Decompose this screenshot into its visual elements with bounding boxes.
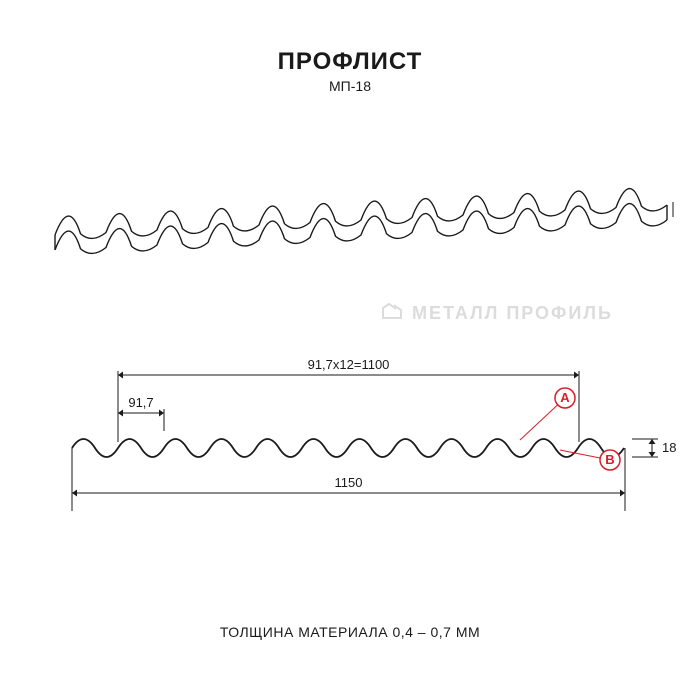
marker-b-label: B [605, 452, 614, 467]
dim-pitch-arrow-r [159, 410, 164, 417]
dim-height-arrow-b [649, 452, 656, 457]
marker-a-label: A [560, 390, 570, 405]
technical-drawing: 91,7х12=1100 91,7 1150 18 A B [0, 0, 700, 700]
dim-top-arrow-l [118, 372, 123, 379]
cross-section-profile [72, 439, 624, 457]
dim-pitch-label: 91,7 [128, 395, 153, 410]
dim-height-arrow-t [649, 439, 656, 444]
perspective-top-edge [55, 189, 667, 239]
dim-bottom-label: 1150 [335, 475, 363, 490]
dim-bottom-arrow-l [72, 490, 77, 497]
dim-top-label: 91,7х12=1100 [308, 357, 390, 372]
perspective-bottom-edge [55, 204, 667, 254]
dim-bottom-arrow-r [620, 490, 625, 497]
dim-height-label: 18 [662, 440, 676, 455]
dim-pitch-arrow-l [118, 410, 123, 417]
dim-top-arrow-r [574, 372, 579, 379]
